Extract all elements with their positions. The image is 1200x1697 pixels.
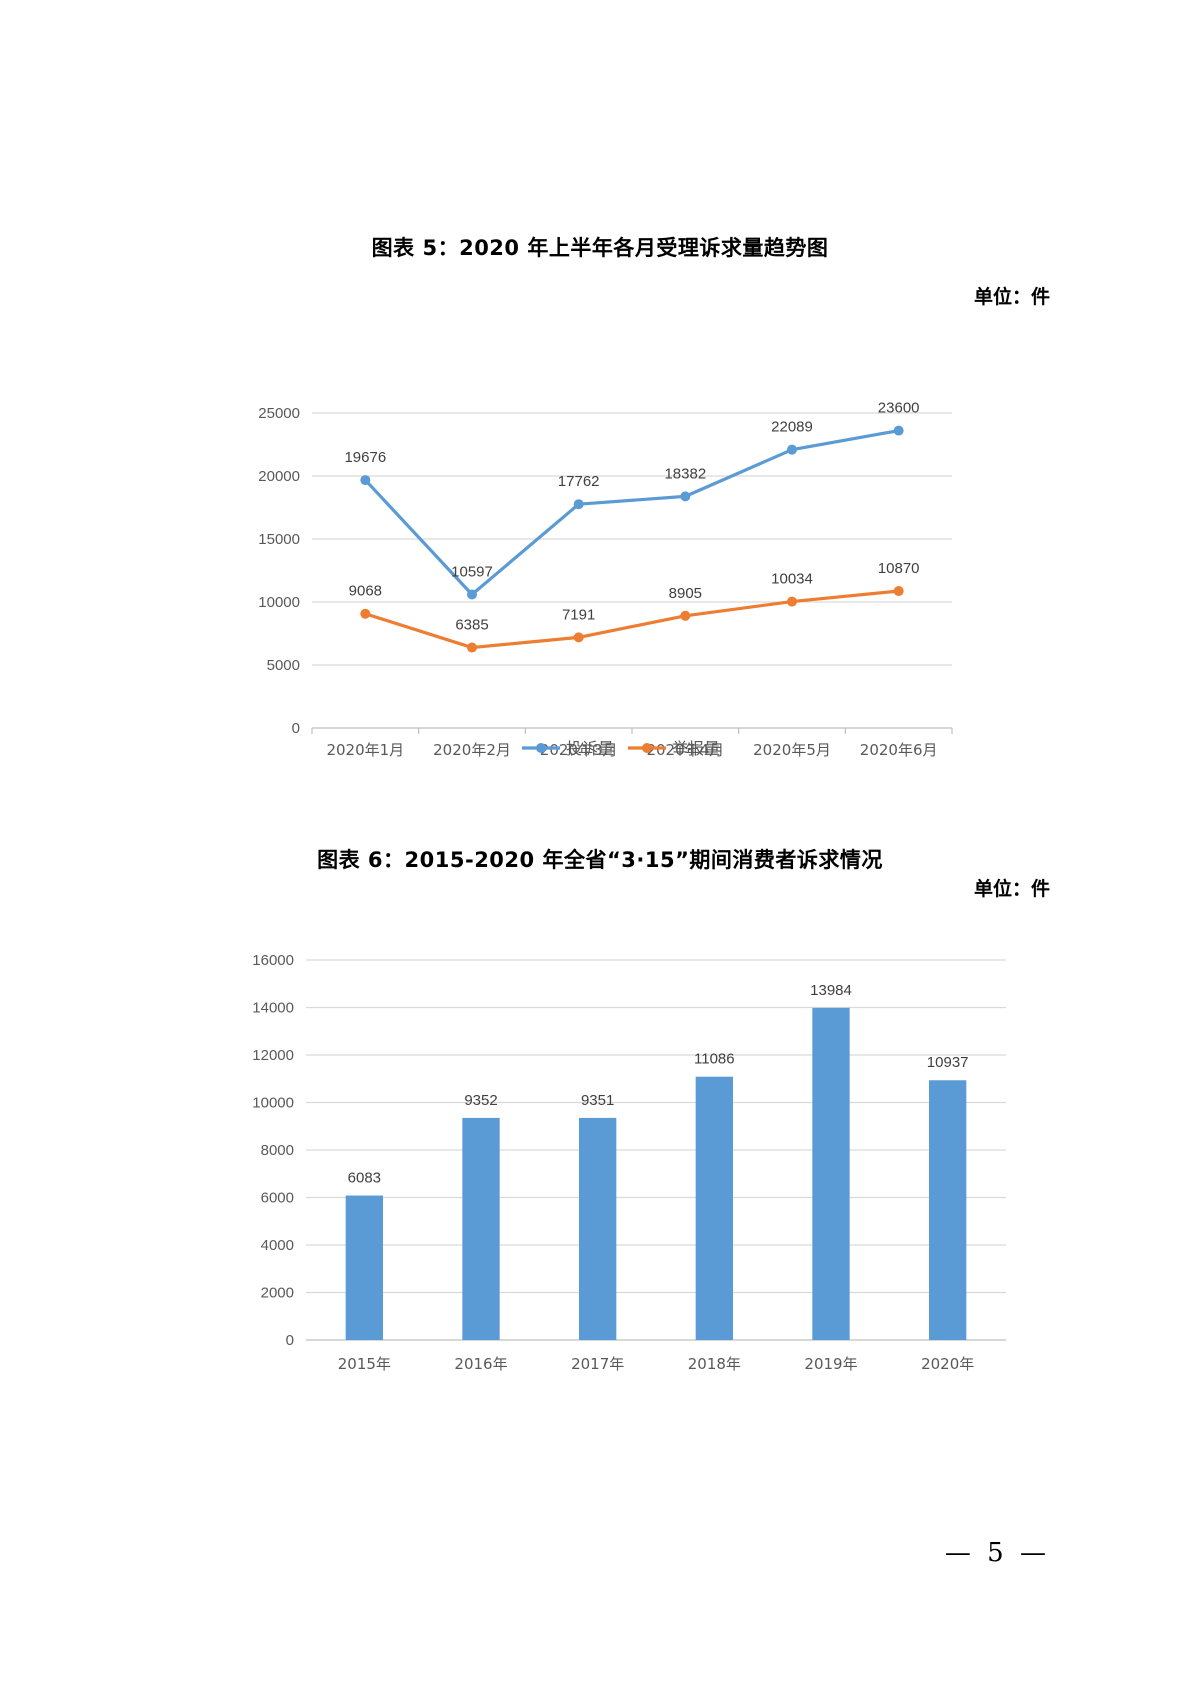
x-tick-label: 2020年4月	[646, 741, 724, 759]
data-point	[467, 589, 477, 600]
y-tick-label: 10000	[258, 594, 300, 611]
x-tick-label: 2020年3月	[540, 741, 618, 759]
data-point	[787, 444, 797, 455]
data-label: 8905	[669, 585, 702, 602]
bar	[462, 1117, 500, 1340]
y-tick-label: 0	[292, 720, 300, 737]
data-point	[893, 586, 904, 597]
data-point	[787, 596, 797, 607]
legend-label-1: 投诉量	[566, 739, 614, 758]
data-label: 9351	[581, 1092, 614, 1109]
y-tick-label: 12000	[252, 1047, 294, 1064]
x-tick-label: 2020年1月	[326, 741, 404, 759]
x-tick-label: 2018年	[688, 1355, 741, 1373]
legend-marker-1	[536, 743, 546, 753]
series-line-2	[364, 589, 899, 650]
legend-label-2: 举报量	[672, 739, 720, 758]
series-line-1	[364, 429, 899, 597]
y-tick-label: 20000	[258, 468, 300, 485]
data-label: 10597	[451, 563, 493, 580]
y-tick-label: 16000	[252, 952, 294, 969]
data-point	[573, 632, 584, 643]
bar-chart: 0 2000 4000 6000 8000 10000 12000 14000 16000 608…	[252, 952, 1006, 1373]
data-label: 10870	[878, 560, 920, 577]
data-point	[680, 610, 691, 621]
data-point	[467, 642, 477, 653]
x-tick-label: 2020年5月	[753, 741, 831, 759]
data-label: 17762	[558, 473, 600, 490]
data-label: 9068	[349, 583, 382, 600]
chart2-title: 图表 6：2015-2020 年全省“3·15”期间消费者诉求情况	[317, 848, 883, 872]
x-tick-label: 2020年6月	[860, 741, 938, 759]
x-tick-label: 2020年	[921, 1355, 974, 1373]
data-label: 6083	[348, 1170, 381, 1187]
data-label: 10937	[927, 1054, 969, 1071]
data-label: 19676	[344, 449, 386, 466]
y-tick-label: 10000	[252, 1095, 294, 1112]
x-tick-label: 2017年	[571, 1355, 624, 1373]
y-tick-label: 25000	[258, 405, 300, 422]
y-tick-label: 4000	[261, 1237, 294, 1254]
data-label: 13984	[810, 982, 852, 999]
y-tick-label: 6000	[261, 1190, 294, 1207]
data-point	[680, 491, 691, 502]
bar	[812, 1007, 850, 1340]
chart2-unit: 单位：件	[973, 878, 1050, 900]
y-tick-label: 15000	[258, 531, 300, 548]
chart1-unit: 单位：件	[973, 286, 1050, 308]
x-tick-label: 2015年	[338, 1355, 391, 1373]
y-tick-label: 0	[286, 1332, 294, 1349]
data-label: 23600	[878, 400, 920, 417]
x-tick-label: 2019年	[804, 1355, 857, 1373]
data-label: 18382	[664, 465, 706, 482]
x-tick-label: 2020年2月	[433, 741, 511, 759]
y-tick-label: 8000	[261, 1142, 294, 1159]
line-chart: 0 5000 10000 15000 20000 25000 2020年1月 2020年2月 2…	[258, 400, 953, 759]
bar	[579, 1117, 617, 1340]
data-label: 6385	[455, 617, 488, 634]
y-tick-label: 2000	[261, 1285, 294, 1302]
data-point	[360, 608, 371, 619]
bar-chart-plot: 0 2000 4000 6000 8000 10000 12000 14000 16000 608…	[252, 952, 1006, 1373]
bar	[695, 1076, 733, 1340]
data-label: 7191	[562, 606, 595, 623]
page-number: — 5 —	[944, 1538, 1050, 1568]
chart1-title: 图表 5：2020 年上半年各月受理诉求量趋势图	[371, 236, 829, 260]
data-point	[893, 425, 904, 436]
bar	[345, 1195, 383, 1340]
data-point	[360, 475, 371, 486]
y-tick-label: 5000	[267, 657, 300, 674]
x-tick-label: 2016年	[454, 1355, 507, 1373]
y-tick-label: 14000	[252, 1000, 294, 1017]
data-label: 22089	[771, 419, 813, 436]
bar	[929, 1080, 967, 1340]
data-label: 11086	[694, 1051, 735, 1068]
data-label: 9352	[464, 1092, 497, 1109]
legend-marker-2	[642, 743, 652, 753]
data-point	[573, 499, 584, 510]
data-label: 10034	[771, 571, 813, 588]
